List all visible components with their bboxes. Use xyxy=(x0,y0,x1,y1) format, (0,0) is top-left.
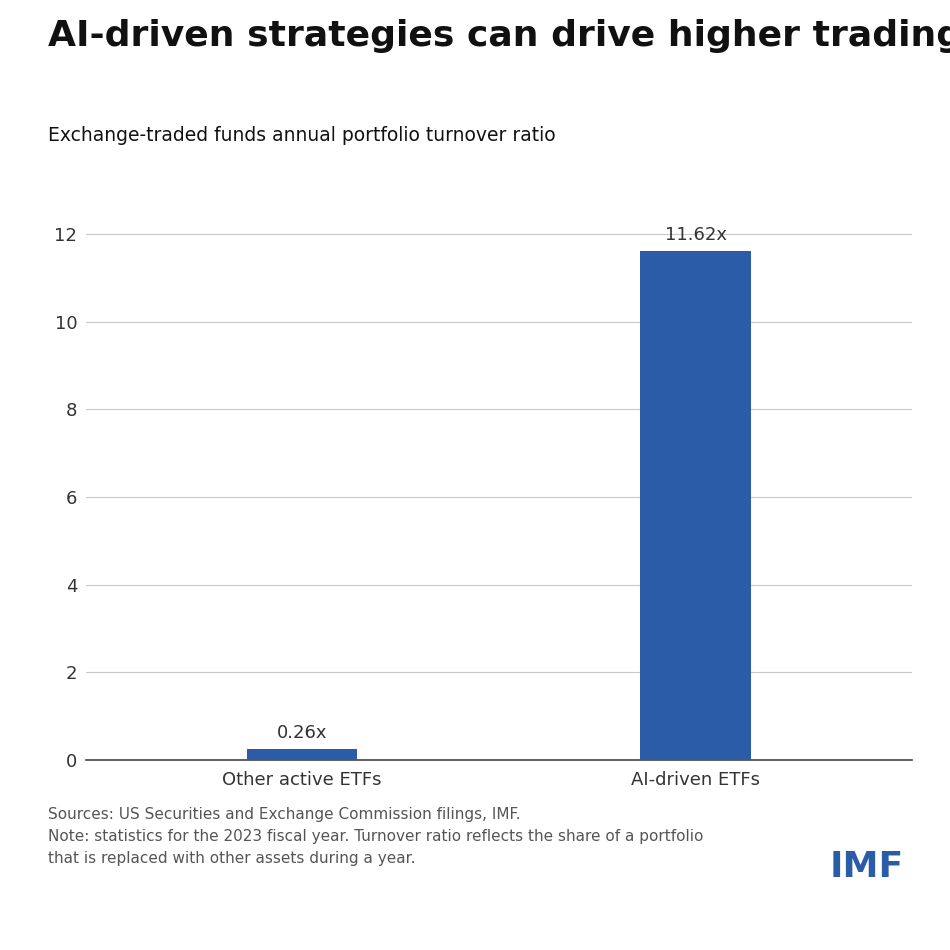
Text: IMF: IMF xyxy=(829,850,904,884)
Bar xyxy=(247,749,357,760)
Text: Exchange-traded funds annual portfolio turnover ratio: Exchange-traded funds annual portfolio t… xyxy=(48,126,555,144)
Text: AI-driven strategies can drive higher trading volumes: AI-driven strategies can drive higher tr… xyxy=(48,19,950,53)
Text: Sources: US Securities and Exchange Commission filings, IMF.
Note: statistics fo: Sources: US Securities and Exchange Comm… xyxy=(48,808,703,865)
Text: 11.62x: 11.62x xyxy=(665,226,727,244)
Text: 0.26x: 0.26x xyxy=(276,724,327,742)
Bar xyxy=(640,251,750,760)
